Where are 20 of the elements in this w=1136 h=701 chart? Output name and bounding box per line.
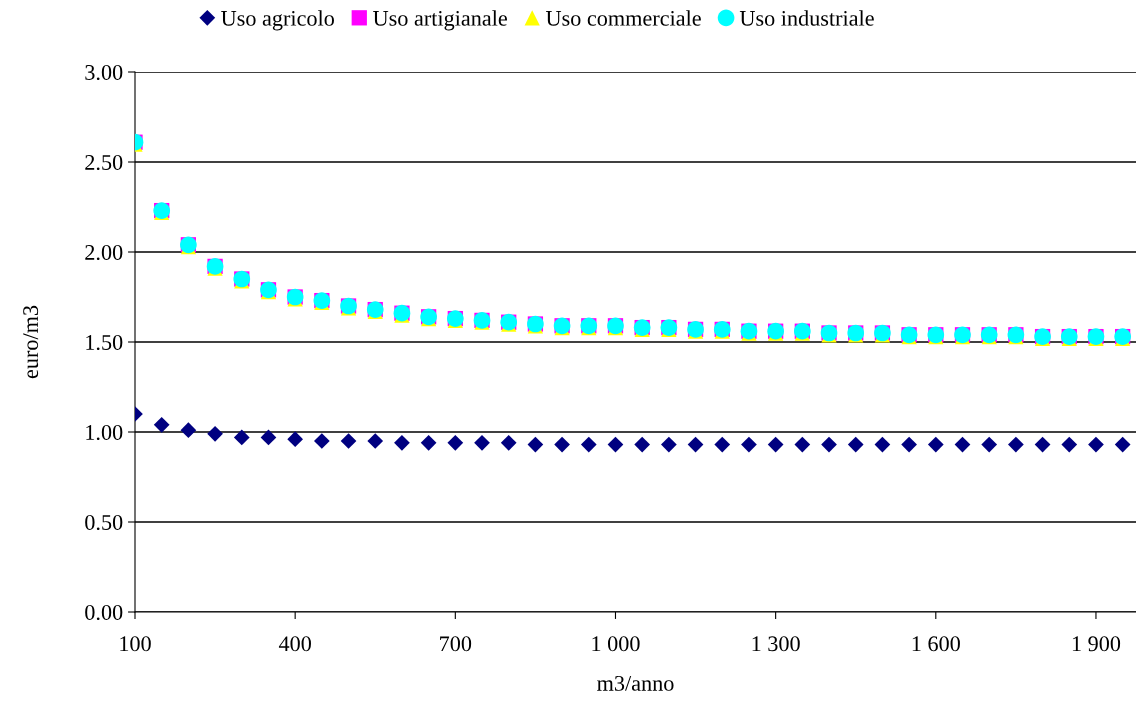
legend-label: Uso agricolo: [221, 10, 334, 31]
x-axis-title: m3/anno: [597, 675, 674, 691]
legend-label: Uso commerciale: [545, 10, 701, 26]
x-tick-label: 1 000: [592, 636, 640, 652]
legend-label: Uso artigianale: [373, 10, 507, 31]
legend-label: Uso industriale: [739, 10, 874, 26]
y-tick-label: 0.00: [85, 604, 123, 621]
y-tick-label: 0.50: [85, 514, 123, 531]
x-tick-label: 1 600: [912, 636, 960, 652]
y-tick-label: 1.00: [86, 424, 123, 441]
y-tick-label: 3.00: [85, 64, 123, 81]
x-tick-label: 400: [278, 636, 311, 652]
x-tick-label: 1 300: [752, 636, 800, 652]
x-tick-label: 1 900: [1072, 636, 1121, 652]
x-tick-label: 700: [440, 636, 472, 652]
y-tick-label: 2.50: [85, 154, 123, 171]
y-axis-title: euro/m3: [23, 305, 39, 379]
y-tick-label: 2.00: [85, 244, 123, 261]
y-tick-label: 1.50: [86, 334, 123, 351]
x-tick-label: 100: [120, 636, 151, 652]
